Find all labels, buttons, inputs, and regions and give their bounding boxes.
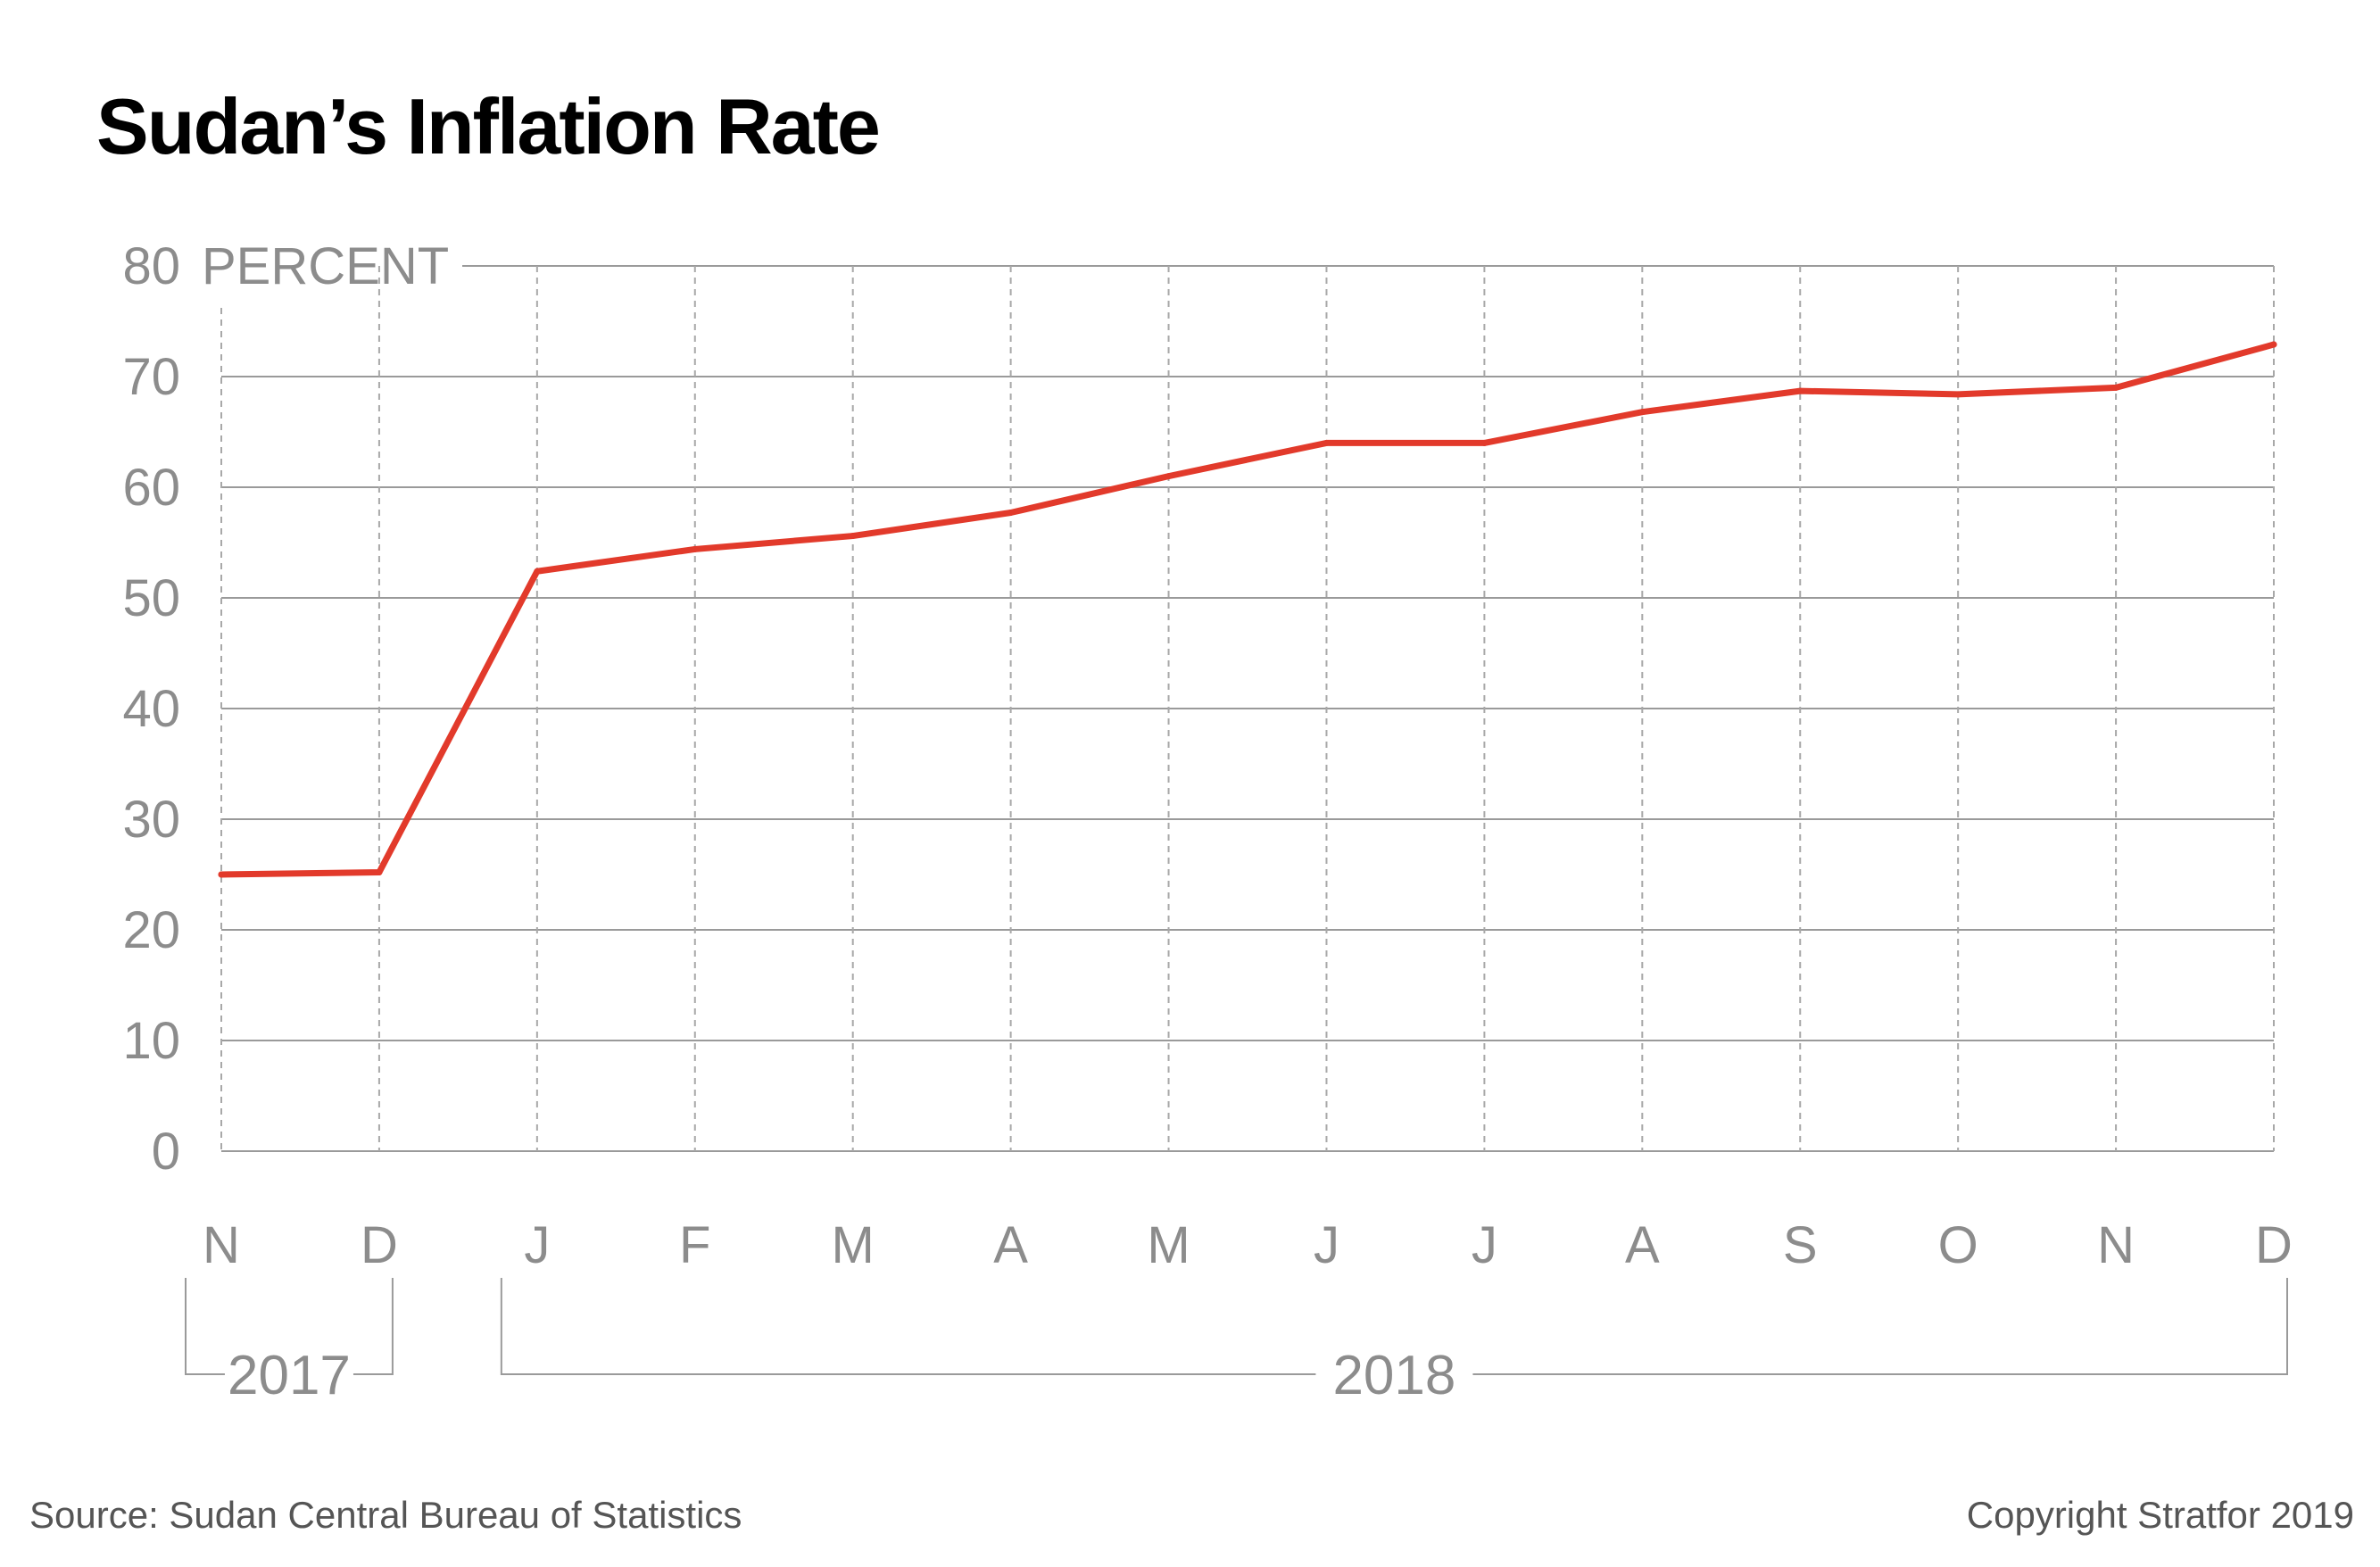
year-brackets: 2017 2018: [185, 1278, 2288, 1406]
data-point: [692, 545, 699, 552]
y-tick-label: 20: [122, 901, 180, 959]
x-tick-label: N: [2097, 1216, 2135, 1274]
x-tick-label: J: [1472, 1216, 1497, 1274]
y-axis-tick-labels: 0 10 20 30 40 50 60 70 80: [122, 237, 180, 1181]
y-tick-label: 30: [122, 791, 180, 849]
data-point: [376, 869, 383, 876]
data-point: [1323, 439, 1330, 446]
series-line-0: [218, 341, 2277, 878]
x-tick-label: J: [1314, 1216, 1339, 1274]
x-tick-label: A: [993, 1216, 1028, 1274]
y-tick-label: 70: [122, 348, 180, 406]
y-tick-label: 60: [122, 459, 180, 517]
x-tick-label: M: [832, 1216, 875, 1274]
data-point: [1165, 473, 1173, 480]
y-axis-label: PERCENT: [202, 237, 449, 295]
series-layer: [218, 341, 2277, 878]
data-point: [1008, 510, 1015, 517]
data-point: [1954, 391, 1961, 398]
data-point: [1638, 409, 1646, 416]
x-tick-label: M: [1147, 1216, 1190, 1274]
data-point: [534, 568, 541, 575]
x-tick-label: S: [1783, 1216, 1818, 1274]
x-tick-label: D: [361, 1216, 398, 1274]
x-tick-label: O: [1938, 1216, 1978, 1274]
x-tick-label: A: [1625, 1216, 1660, 1274]
x-tick-label: D: [2255, 1216, 2293, 1274]
bracket-right: [1472, 1278, 2288, 1375]
y-tick-label: 40: [122, 680, 180, 738]
data-point: [2112, 384, 2119, 391]
year-label: 2018: [1332, 1345, 1455, 1406]
data-point: [1796, 387, 1804, 394]
copyright-note: Copyright Stratfor 2019: [1967, 1494, 2354, 1536]
x-tick-label: N: [203, 1216, 240, 1274]
data-point: [1480, 439, 1488, 446]
bracket-right: [352, 1278, 394, 1375]
data-point: [2270, 341, 2277, 348]
source-note: Source: Sudan Central Bureau of Statisti…: [29, 1494, 742, 1536]
data-point: [850, 533, 857, 540]
vertical-gridlines: [220, 266, 2275, 1151]
bracket-left: [185, 1278, 225, 1375]
y-tick-label: 80: [122, 237, 180, 295]
x-tick-label: F: [679, 1216, 710, 1274]
data-point: [218, 871, 225, 878]
year-bracket-2018: 2018: [500, 1278, 2288, 1406]
x-tick-label: J: [524, 1216, 550, 1274]
y-tick-label: 0: [152, 1123, 180, 1181]
y-tick-label: 10: [122, 1012, 180, 1070]
year-bracket-2017: 2017: [185, 1278, 394, 1406]
horizontal-gridlines: [221, 265, 2274, 1152]
bracket-left: [500, 1278, 1316, 1375]
chart-title: Sudan’s Inflation Rate: [96, 82, 879, 170]
y-tick-label: 50: [122, 569, 180, 627]
year-label: 2017: [228, 1345, 351, 1406]
